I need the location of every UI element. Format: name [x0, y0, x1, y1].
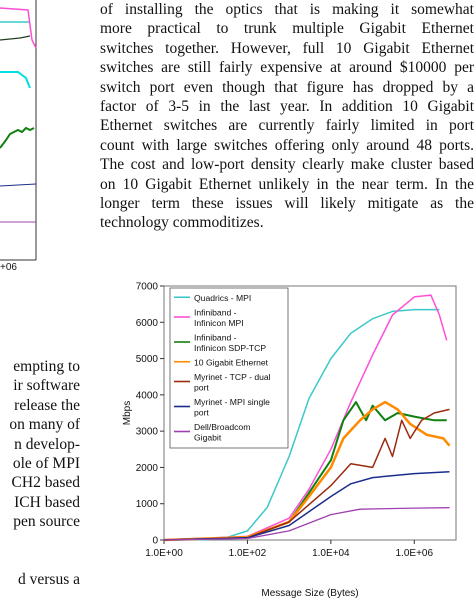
y-axis-label: Mbps [122, 401, 133, 425]
legend-label-line: Infiniband - [194, 333, 237, 343]
left-text-line: CH2 based [11, 474, 80, 492]
paragraph-line: count with large switches offering only … [100, 136, 474, 154]
series-line-ten_gige [163, 400, 451, 542]
left-chart-line-green [0, 126, 35, 149]
x-tick-label: 1.0E+04 [312, 548, 350, 559]
paragraph-line: switch port even though that figure has … [100, 78, 474, 96]
y-tick-label: 7000 [136, 282, 159, 293]
y-tick-label: 3000 [136, 427, 159, 438]
legend-label-line: Quadrics - MPI [194, 293, 251, 303]
left-text-line: empting to [13, 358, 80, 375]
left-text-line: d versus a [18, 571, 80, 589]
legend-label: Dell/Broadcom Gigabit [194, 422, 250, 443]
left-text-line: n develop- [14, 435, 80, 453]
paragraph-line: Ethernet switches are currently fairly l… [100, 117, 474, 135]
legend-label: Infiniband -Infinicon MPI [194, 308, 244, 329]
plot-frame [163, 285, 457, 541]
paragraph-line: of installing the optics that is making … [100, 1, 474, 18]
throughput-chart: 0 1000 2000 3000 4000 5000 6000 7000 1.0E+00 1.0E… [122, 282, 457, 599]
y-tick-label: 4000 [136, 390, 159, 401]
paragraph-line: longer term these issues will likely mit… [100, 195, 474, 213]
legend-label-line: Myrinet - TCP - dual [194, 372, 271, 382]
y-tick-label: 5000 [136, 354, 159, 365]
y-tick-label: 1000 [136, 499, 159, 510]
legend-box [169, 287, 289, 449]
x-tick-label: 1.0E+00 [145, 548, 183, 559]
left-chart-fragment [0, 0, 37, 261]
legend-label-line: Myrinet - MPI single [194, 397, 270, 407]
x-axis-label: Message Size (Bytes) [261, 588, 358, 599]
legend-label-line: Infinicon SDP-TCP [194, 343, 266, 353]
y-tick-label: 0 [152, 536, 158, 547]
left-chart-tick-label: +06 [0, 262, 17, 273]
left-text-line: ir software [13, 377, 80, 395]
paragraph-line: switches together. However, full 10 Giga… [100, 39, 474, 57]
left-text-line: ole of MPI [12, 455, 80, 472]
paragraph-line: technology commoditizes. [100, 214, 264, 232]
paragraph-line: factor of 3-5 in the last year. In addit… [100, 98, 474, 116]
left-text-line: pen source [13, 513, 80, 531]
series-line-myrinet_mpi [163, 471, 450, 541]
series-line-dell_broadcom [163, 507, 450, 541]
left-chart-line-navy [0, 183, 37, 187]
legend-label: Infiniband -Infinicon SDP-TCP [194, 333, 266, 354]
left-chart-line-magenta [0, 7, 37, 49]
legend-label-line: Infinicon MPI [194, 318, 244, 328]
legend-label-line: 10 Gigabit Ethernet [194, 358, 269, 368]
left-text-line: on many of [9, 416, 80, 434]
paragraph-line: switches are still fairly expensive at a… [100, 59, 474, 77]
legend-label-line: Infiniband - [194, 308, 237, 318]
legend-label-line: port [194, 408, 209, 418]
x-tick-label: 1.0E+02 [229, 548, 267, 559]
legend-label: Myrinet - TCP - dual port [194, 372, 271, 393]
legend-label-line: Dell/Broadcom [194, 422, 250, 432]
y-tick-label: 2000 [136, 463, 159, 474]
paragraph-line: on 10 Gigabit Ethernet unlikely in the n… [100, 175, 474, 193]
paragraph-line: The cost and low-port density clearly ma… [100, 156, 474, 174]
legend-label: Myrinet - MPI single port [194, 397, 270, 418]
legend-label: Quadrics - MPI [194, 293, 251, 303]
series-line-infiniband_mpi [163, 294, 448, 541]
series-line-myrinet_tcp [163, 408, 450, 541]
legend-label: 10 Gigabit Ethernet [194, 358, 269, 368]
x-tick-label: 1.0E+06 [396, 548, 434, 559]
left-chart-line-cyan [0, 71, 31, 89]
legend-label-line: port [194, 383, 209, 393]
y-tick-label: 6000 [136, 318, 159, 329]
legend-label-line: Gigabit [194, 433, 222, 443]
left-text-line: release the [14, 396, 80, 414]
body-paragraph: of installing the optics that is making … [100, 0, 474, 233]
paragraph-line: more practical to trunk multiple Gigabit… [100, 20, 474, 38]
left-chart-line-dark [0, 35, 31, 41]
left-text-line: ICH based [14, 493, 80, 511]
